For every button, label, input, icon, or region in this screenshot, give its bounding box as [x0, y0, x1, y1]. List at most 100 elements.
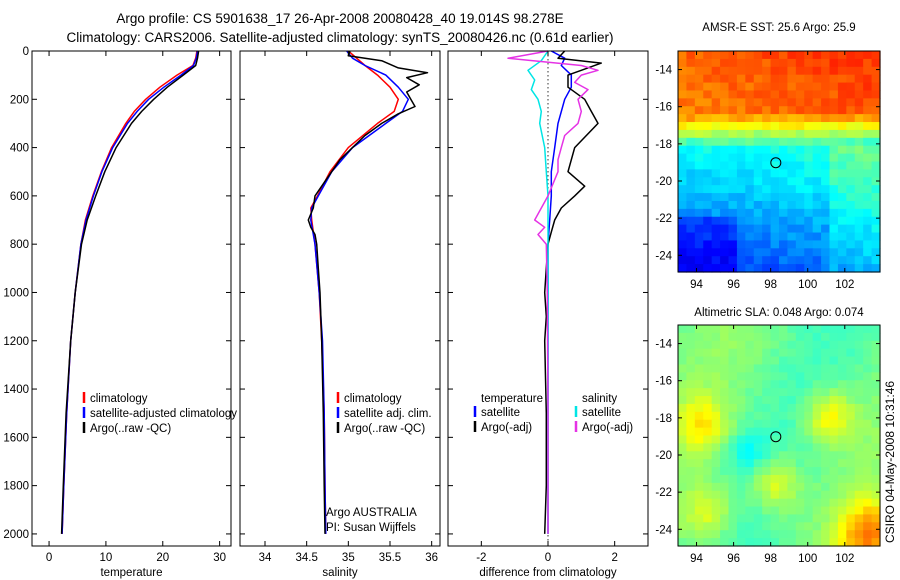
sst_map-cell [720, 145, 730, 155]
sla_map-cell [711, 522, 721, 531]
sst_map-cell [753, 129, 763, 139]
sst_map-cell [829, 161, 839, 170]
sla_map-cell [787, 396, 797, 405]
sla_map-cell [812, 396, 822, 405]
sla_map-cell [720, 396, 730, 405]
sla_map-cell [787, 467, 797, 476]
sla_map-cell [779, 490, 789, 500]
sla_map-cell [829, 459, 839, 468]
sla_map-cell [846, 348, 856, 358]
sst_map-cell [863, 161, 873, 170]
sla_map-cell [871, 498, 881, 508]
sst_map-cell [846, 177, 856, 186]
sst_map-cell [837, 122, 847, 131]
sla_map-cell [711, 411, 721, 421]
sla_map-cell [821, 411, 831, 421]
sla_map-cell [745, 474, 755, 484]
sla_map-cell [787, 530, 797, 539]
sst_map-cell [846, 256, 856, 265]
sst_map-cell [694, 177, 704, 186]
sst_map-cell [736, 145, 746, 155]
sla_map-cell [736, 498, 746, 508]
sla_map-cell [854, 435, 864, 444]
sla_map-cell [795, 372, 805, 381]
sst_map-cell [770, 98, 780, 107]
sst_map-cell [762, 106, 772, 115]
sla_map-cell [762, 443, 772, 452]
sst_map-cell [686, 153, 696, 163]
sla_map-cell [703, 356, 713, 366]
sla_map-cell [762, 522, 772, 531]
sst_map-cell [745, 177, 755, 186]
sst_map-cell [711, 66, 721, 76]
sla_map-cell [678, 403, 688, 413]
sst_map-cell [720, 264, 730, 273]
sst_map-cell [812, 153, 822, 163]
sla_map-cell [762, 459, 772, 468]
sla_map-cell [854, 380, 864, 389]
sst_map-cell [812, 82, 822, 92]
sst_map-cell [745, 98, 755, 107]
sla_map-cell [745, 482, 755, 492]
sla_map-cell [686, 340, 696, 350]
sla_map-cell [762, 467, 772, 476]
sla_map-cell [703, 364, 713, 373]
sst_map-cell [720, 169, 730, 178]
sst_map-cell [678, 98, 688, 107]
sla_map-cell [753, 482, 763, 492]
sst_map-cell [812, 177, 822, 186]
sla_map-cell [770, 467, 780, 476]
sst_map-cell [846, 114, 856, 123]
sst_map-cell [745, 264, 755, 273]
sst_map-cell [703, 137, 713, 147]
sla_map-cell [812, 364, 822, 373]
sst_map-cell [804, 240, 814, 249]
sla_map-cell [871, 388, 881, 397]
sla_map-cell [795, 459, 805, 468]
temperature-panel: 0 10 20 30 temperature 0 200 400 600 800 1000 1200 1… [3, 46, 237, 579]
sla_map-cell [837, 514, 847, 523]
sst_map-cell [720, 137, 730, 147]
sla_map-cell [762, 388, 772, 397]
sst_map-xtick-label: 102 [835, 279, 854, 291]
sla_map-cell [720, 538, 730, 547]
sla_map-cell [770, 372, 780, 381]
sst_map-cell [728, 145, 738, 155]
sst_map-cell [863, 129, 873, 139]
sla-map-panel: 94 96 98 100 102 -14 -16 -18 -20 -22 -24 Altimetric… [655, 307, 881, 565]
sst_map-cell [779, 200, 789, 210]
sla_map-cell [804, 435, 814, 444]
sst_map-cell [804, 74, 814, 84]
sla_map-cell [753, 506, 763, 516]
sst_map-cell [770, 200, 780, 210]
sst_map-cell [829, 232, 839, 242]
sla_map-cell [745, 490, 755, 500]
sla_map-cell [854, 364, 864, 373]
sla_map-cell [779, 396, 789, 405]
sst_map-cell [686, 137, 696, 147]
sla_map-cell [795, 443, 805, 452]
sst_map-cell [812, 74, 822, 84]
sst_map-cell [678, 74, 688, 84]
sst_map-cell [787, 216, 797, 226]
sla_map-cell [711, 403, 721, 413]
sst_map-cell [854, 224, 864, 234]
sla_map-cell [770, 340, 780, 350]
sla_map-cell [694, 506, 704, 516]
sst_map-cell [770, 185, 780, 194]
sla_map-cell [686, 451, 696, 460]
salinity-series-satellite-adj-clim- [310, 50, 410, 534]
sst_map-cell [694, 90, 704, 99]
sla_map-cell [753, 340, 763, 350]
sst_map-cell [821, 153, 831, 163]
sla_map-cell [736, 522, 746, 531]
sla_map-cell [694, 348, 704, 358]
sst_map-cell [795, 129, 805, 139]
sla_map-cell [779, 419, 789, 429]
salinity-xtick-label: 35.5 [379, 552, 401, 564]
sst_map-cell [846, 122, 856, 131]
sla_map-cell [753, 325, 763, 334]
sst_map-cell [711, 51, 721, 60]
sst_map-cell [779, 224, 789, 234]
